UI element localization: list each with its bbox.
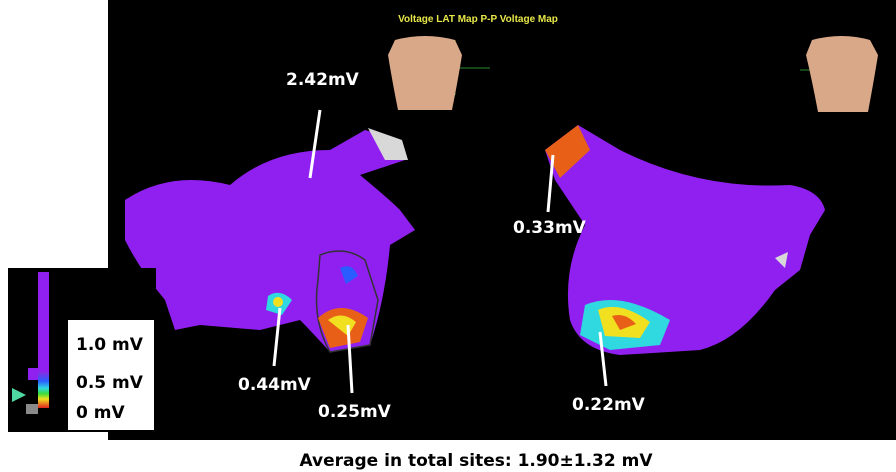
annotation-label: 0.44mV bbox=[238, 375, 312, 395]
map-title: Voltage LAT Map P-P Voltage Map bbox=[398, 14, 558, 25]
annotation-label: 0.22mV bbox=[572, 395, 646, 415]
annotation-label: 0.25mV bbox=[318, 402, 392, 422]
annotation-label: 2.42mV bbox=[286, 70, 360, 90]
voltage-map-figure: Voltage LAT Map P-P Voltage Map 2.42mV 0… bbox=[0, 0, 896, 472]
caption: Average in total sites: 1.90±1.32 mV bbox=[300, 451, 654, 471]
annotation-label: 0.33mV bbox=[513, 218, 587, 238]
legend-label: 1.0 mV bbox=[76, 335, 144, 355]
legend-label: 0 mV bbox=[76, 403, 125, 423]
legend-label: 0.5 mV bbox=[76, 373, 144, 393]
